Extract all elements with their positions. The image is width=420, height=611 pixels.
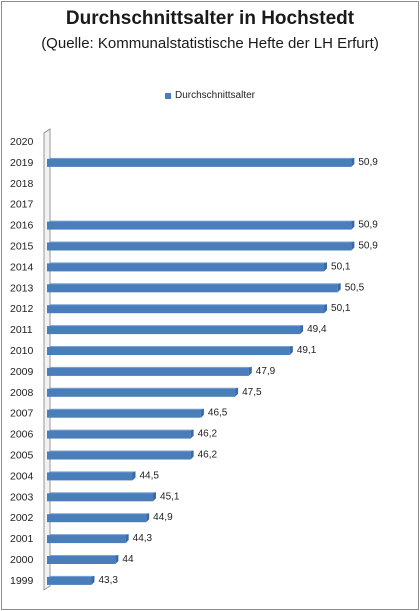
y-tick-label: 2005 xyxy=(10,450,34,462)
bar xyxy=(47,221,352,230)
chart-title: Durchschnittsalter in Hochstedt xyxy=(65,8,355,29)
bar xyxy=(47,284,338,293)
data-label: 50,9 xyxy=(358,157,378,168)
y-tick-label: 2017 xyxy=(10,199,34,211)
data-label: 44,9 xyxy=(153,512,173,523)
y-tick-label: 2004 xyxy=(10,470,34,482)
data-label: 50,1 xyxy=(331,303,351,314)
bar-end-face xyxy=(351,157,355,167)
data-label: 44,3 xyxy=(133,533,153,544)
bar xyxy=(47,514,147,523)
data-label: 44 xyxy=(122,554,134,565)
y-tick-label: 2008 xyxy=(10,387,34,399)
bar xyxy=(47,305,325,314)
y-tick-label: 2006 xyxy=(10,429,34,441)
y-tick-label: 1999 xyxy=(10,575,34,587)
bar-end-face xyxy=(190,450,194,460)
y-tick-label: 2016 xyxy=(10,220,34,232)
data-label: 46,2 xyxy=(198,450,218,461)
data-label: 50,1 xyxy=(331,261,351,272)
y-tick-label: 2007 xyxy=(10,408,34,420)
bar xyxy=(47,388,236,397)
data-label: 44,5 xyxy=(140,470,160,481)
data-label: 45,1 xyxy=(160,491,180,502)
data-label: 49,4 xyxy=(307,324,327,335)
bar xyxy=(47,472,133,481)
bar xyxy=(47,535,126,544)
bar xyxy=(47,347,290,355)
bar-end-face xyxy=(248,366,252,376)
bar-end-face xyxy=(91,575,95,585)
y-tick-label: 2010 xyxy=(10,345,34,357)
legend-label: Durchschnittsalter xyxy=(174,90,256,101)
bar-end-face xyxy=(324,262,328,272)
bar xyxy=(47,242,352,251)
y-tick-label: 2001 xyxy=(10,533,34,545)
y-tick-label: 2012 xyxy=(10,303,34,315)
bar-end-face xyxy=(289,346,293,355)
y-tick-label: 2002 xyxy=(10,512,34,524)
bar-end-face xyxy=(153,492,157,502)
bar-end-face xyxy=(337,283,341,293)
bar xyxy=(47,556,116,564)
bar-end-face xyxy=(300,325,304,335)
bar xyxy=(47,451,191,460)
bar-end-face xyxy=(351,241,355,251)
data-label: 49,1 xyxy=(297,345,317,356)
bar-end-face xyxy=(146,513,150,523)
data-label: 46,5 xyxy=(208,408,228,419)
bar xyxy=(47,158,352,167)
y-tick-label: 2011 xyxy=(10,324,33,336)
chart-legend: Durchschnittsalter xyxy=(0,90,420,101)
bar-end-face xyxy=(324,304,328,314)
bar xyxy=(47,326,301,335)
bar xyxy=(47,576,92,585)
legend-swatch xyxy=(164,92,171,99)
bar-end-face xyxy=(115,555,119,564)
y-tick-label: 2018 xyxy=(10,178,34,190)
data-label: 50,9 xyxy=(358,220,378,231)
bar-end-face xyxy=(351,220,355,230)
bar xyxy=(47,409,201,418)
y-tick-label: 2019 xyxy=(10,157,34,169)
bar xyxy=(47,493,154,502)
bar-end-face xyxy=(235,387,239,397)
y-tick-label: 2014 xyxy=(10,261,34,273)
data-label: 46,2 xyxy=(198,429,218,440)
data-label: 43,3 xyxy=(98,575,118,586)
data-label: 47,5 xyxy=(242,387,262,398)
bar-end-face xyxy=(190,429,194,439)
bar-end-face xyxy=(125,534,129,544)
y-tick-label: 2020 xyxy=(10,136,34,148)
y-tick-label: 2013 xyxy=(10,282,34,294)
bar xyxy=(47,263,325,272)
bar xyxy=(47,367,249,376)
bar-end-face xyxy=(200,408,204,418)
data-label: 50,5 xyxy=(345,282,365,293)
chart-subtitle: (Quelle: Kommunalstatistische Hefte der … xyxy=(41,35,379,52)
bar xyxy=(47,430,191,439)
y-tick-label: 2015 xyxy=(10,241,34,253)
y-tick-label: 2000 xyxy=(10,554,34,566)
data-label: 50,9 xyxy=(358,241,378,252)
y-tick-label: 2009 xyxy=(10,366,34,378)
y-tick-label: 2003 xyxy=(10,491,34,503)
data-label: 47,9 xyxy=(256,366,276,377)
bar-end-face xyxy=(132,471,136,481)
